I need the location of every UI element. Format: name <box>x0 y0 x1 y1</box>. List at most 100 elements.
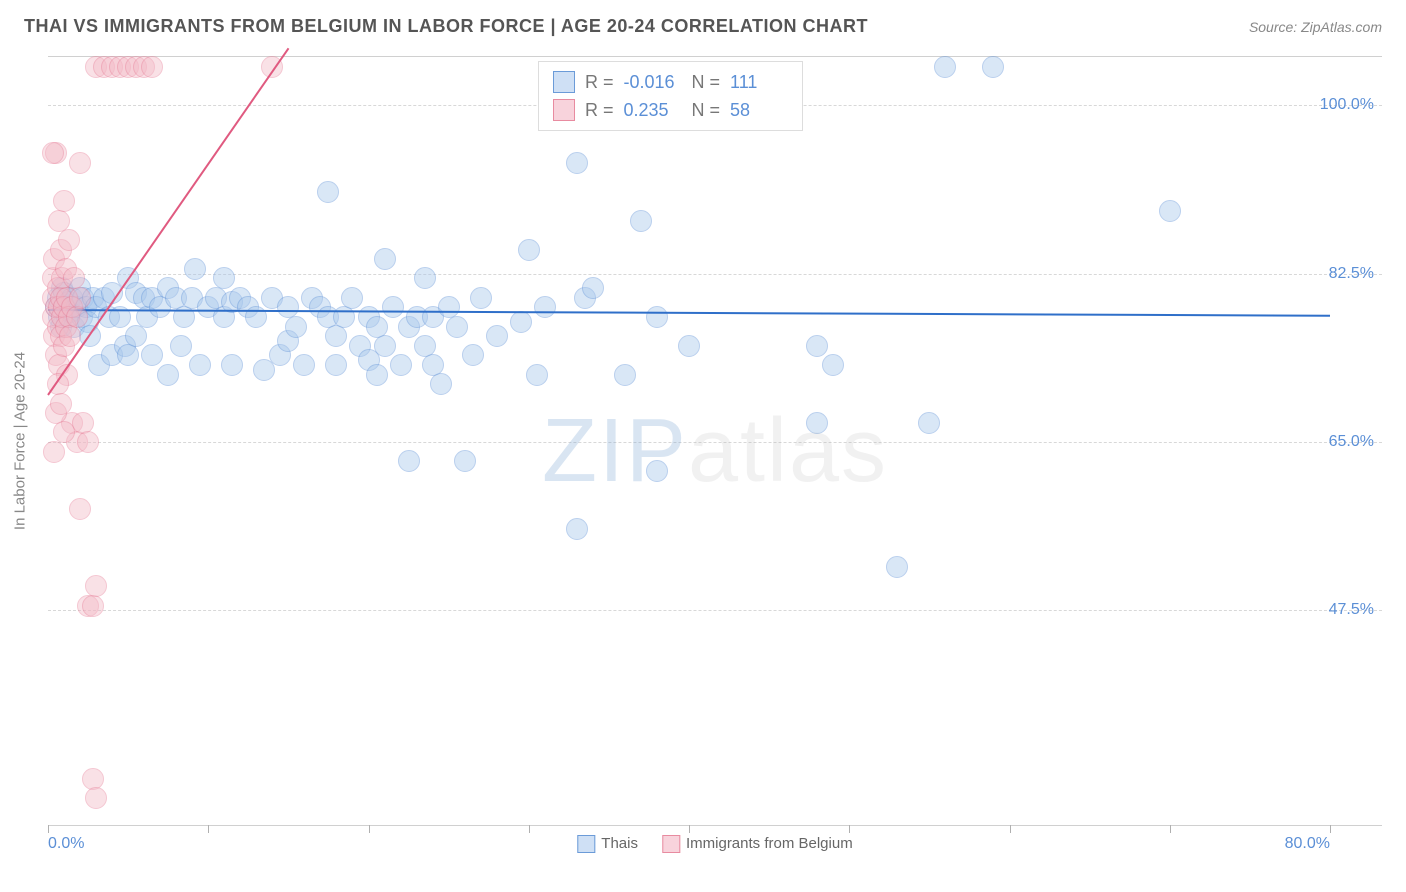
gridline <box>48 442 1382 443</box>
data-point <box>184 258 206 280</box>
data-point <box>510 311 532 333</box>
chart-source: Source: ZipAtlas.com <box>1249 19 1382 35</box>
data-point <box>66 306 88 328</box>
data-point <box>566 152 588 174</box>
data-point <box>582 277 604 299</box>
data-point <box>630 210 652 232</box>
data-point <box>518 239 540 261</box>
data-point <box>213 267 235 289</box>
data-point <box>982 56 1004 78</box>
data-point <box>534 296 556 318</box>
stats-row-thais: R = -0.016 N = 111 <box>553 68 788 96</box>
legend-footer: Thais Immigrants from Belgium <box>577 835 852 853</box>
legend-label: Immigrants from Belgium <box>686 835 853 852</box>
data-point <box>806 335 828 357</box>
stats-legend: R = -0.016 N = 111 R = 0.235 N = 58 <box>538 61 803 131</box>
x-axis-min-label: 0.0% <box>48 835 84 853</box>
data-point <box>285 316 307 338</box>
swatch-icon <box>577 835 595 853</box>
gridline <box>48 274 1382 275</box>
trend-line <box>47 48 289 396</box>
x-tick <box>48 825 49 833</box>
data-point <box>77 431 99 453</box>
data-point <box>390 354 412 376</box>
data-point <box>918 412 940 434</box>
data-point <box>82 595 104 617</box>
data-point <box>42 142 64 164</box>
data-point <box>454 450 476 472</box>
data-point <box>69 152 91 174</box>
swatch-icon <box>553 99 575 121</box>
x-tick <box>1170 825 1171 833</box>
stats-row-belgium: R = 0.235 N = 58 <box>553 96 788 124</box>
y-tick-label: 65.0% <box>1329 433 1374 451</box>
scatter-plot: 47.5%65.0%82.5%100.0% <box>48 57 1382 825</box>
data-point <box>646 306 668 328</box>
chart-title: THAI VS IMMIGRANTS FROM BELGIUM IN LABOR… <box>24 16 868 37</box>
data-point <box>414 267 436 289</box>
data-point <box>470 287 492 309</box>
data-point <box>293 354 315 376</box>
x-tick <box>208 825 209 833</box>
y-tick-label: 47.5% <box>1329 601 1374 619</box>
stat-value: 111 <box>730 68 788 96</box>
data-point <box>50 393 72 415</box>
data-point <box>317 181 339 203</box>
data-point <box>462 344 484 366</box>
stat-label: N = <box>692 68 721 96</box>
data-point <box>325 325 347 347</box>
data-point <box>646 460 668 482</box>
data-point <box>366 364 388 386</box>
data-point <box>58 229 80 251</box>
data-point <box>678 335 700 357</box>
data-point <box>170 335 192 357</box>
y-tick-label: 100.0% <box>1320 96 1374 114</box>
data-point <box>526 364 548 386</box>
data-point <box>822 354 844 376</box>
data-point <box>125 325 147 347</box>
data-point <box>325 354 347 376</box>
data-point <box>85 575 107 597</box>
data-point <box>886 556 908 578</box>
data-point <box>189 354 211 376</box>
data-point <box>341 287 363 309</box>
data-point <box>806 412 828 434</box>
x-tick <box>1010 825 1011 833</box>
legend-label: Thais <box>601 835 638 852</box>
x-tick <box>1330 825 1331 833</box>
data-point <box>614 364 636 386</box>
x-tick <box>529 825 530 833</box>
data-point <box>59 325 81 347</box>
data-point <box>934 56 956 78</box>
stat-value: -0.016 <box>624 68 682 96</box>
chart-area: In Labor Force | Age 20-24 47.5%65.0%82.… <box>48 56 1382 826</box>
x-tick <box>689 825 690 833</box>
legend-item-belgium: Immigrants from Belgium <box>662 835 853 853</box>
x-axis-max-label: 80.0% <box>1285 835 1330 853</box>
data-point <box>382 296 404 318</box>
data-point <box>69 498 91 520</box>
data-point <box>53 190 75 212</box>
data-point <box>141 344 163 366</box>
data-point <box>117 344 139 366</box>
y-axis-title: In Labor Force | Age 20-24 <box>12 352 29 530</box>
data-point <box>1159 200 1181 222</box>
data-point <box>566 518 588 540</box>
stat-value: 58 <box>730 96 788 124</box>
data-point <box>374 335 396 357</box>
data-point <box>53 421 75 443</box>
data-point <box>333 306 355 328</box>
data-point <box>43 441 65 463</box>
data-point <box>398 450 420 472</box>
stat-value: 0.235 <box>624 96 682 124</box>
data-point <box>157 364 179 386</box>
stat-label: R = <box>585 68 614 96</box>
data-point <box>141 56 163 78</box>
swatch-icon <box>553 71 575 93</box>
data-point <box>374 248 396 270</box>
stat-label: R = <box>585 96 614 124</box>
data-point <box>446 316 468 338</box>
data-point <box>221 354 243 376</box>
data-point <box>486 325 508 347</box>
data-point <box>430 373 452 395</box>
